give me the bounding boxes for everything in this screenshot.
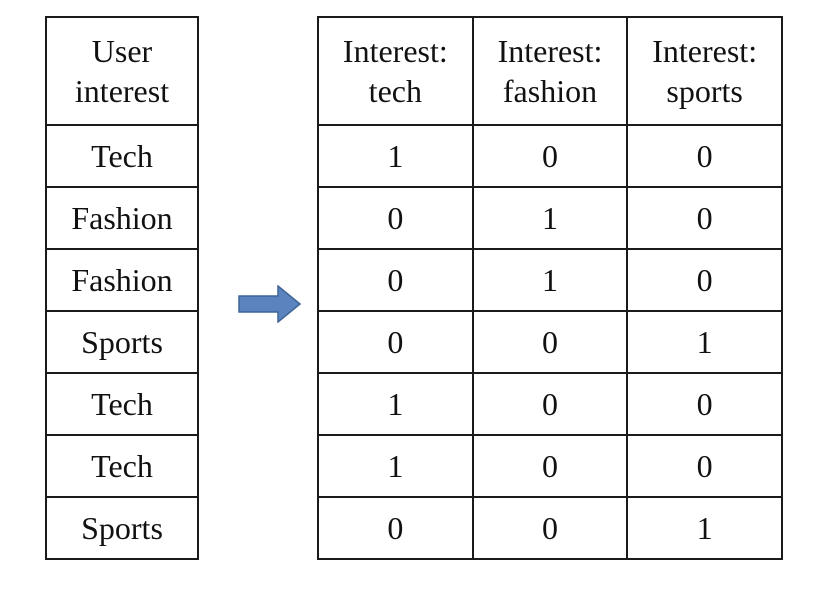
table-row: Tech bbox=[45, 434, 199, 498]
table-cell: 0 bbox=[626, 248, 783, 312]
table-cell: 0 bbox=[471, 434, 629, 498]
table-row: Sports bbox=[45, 310, 199, 374]
categorical-table: User interest Tech Fashion Fashion Sport… bbox=[45, 16, 199, 560]
header-cell: Interest: sports bbox=[626, 16, 783, 126]
table-row: Tech bbox=[45, 124, 199, 188]
header-interest-sports: Interest: sports bbox=[652, 33, 758, 109]
table-cell: Fashion bbox=[45, 248, 199, 312]
header-cell: User interest bbox=[45, 16, 199, 126]
table-cell: 0 bbox=[626, 124, 783, 188]
table-row: Fashion bbox=[45, 248, 199, 312]
header-interest-fashion: Interest: fashion bbox=[497, 33, 603, 109]
table-cell: 0 bbox=[471, 124, 629, 188]
table-cell: Tech bbox=[45, 124, 199, 188]
table-row: Tech bbox=[45, 372, 199, 436]
table-cell: 1 bbox=[317, 124, 474, 188]
table-row: Fashion bbox=[45, 186, 199, 250]
table-row: 1 0 0 bbox=[317, 372, 783, 436]
table-row: Sports bbox=[45, 496, 199, 560]
table-cell: 0 bbox=[626, 186, 783, 250]
table-cell: 1 bbox=[471, 186, 629, 250]
table-cell: 1 bbox=[626, 496, 783, 560]
table-row: 0 0 1 bbox=[317, 310, 783, 374]
table-row: 1 0 0 bbox=[317, 434, 783, 498]
table-cell: 0 bbox=[471, 372, 629, 436]
table-cell: Sports bbox=[45, 310, 199, 374]
table-cell: 0 bbox=[317, 310, 474, 374]
table-header-row: User interest bbox=[45, 16, 199, 126]
table-cell: 1 bbox=[471, 248, 629, 312]
one-hot-table: Interest: tech Interest: fashion Interes… bbox=[317, 16, 783, 560]
table-cell: 0 bbox=[317, 186, 474, 250]
table-cell: 1 bbox=[317, 372, 474, 436]
header-user-interest: User interest bbox=[74, 33, 170, 109]
header-interest-tech: Interest: tech bbox=[342, 33, 448, 109]
table-row: 0 0 1 bbox=[317, 496, 783, 560]
table-cell: Tech bbox=[45, 434, 199, 498]
table-cell: 0 bbox=[626, 372, 783, 436]
table-cell: Sports bbox=[45, 496, 199, 560]
table-cell: 0 bbox=[626, 434, 783, 498]
right-arrow-icon bbox=[238, 285, 302, 323]
table-cell: 0 bbox=[471, 496, 629, 560]
table-cell: 0 bbox=[317, 248, 474, 312]
header-cell: Interest: tech bbox=[317, 16, 474, 126]
table-cell: Fashion bbox=[45, 186, 199, 250]
table-row: 1 0 0 bbox=[317, 124, 783, 188]
arrow-shape bbox=[238, 285, 302, 323]
table-cell: 0 bbox=[471, 310, 629, 374]
table-cell: 0 bbox=[317, 496, 474, 560]
table-row: 0 1 0 bbox=[317, 186, 783, 250]
header-cell: Interest: fashion bbox=[471, 16, 629, 126]
table-row: 0 1 0 bbox=[317, 248, 783, 312]
table-header-row: Interest: tech Interest: fashion Interes… bbox=[317, 16, 783, 126]
table-cell: 1 bbox=[317, 434, 474, 498]
table-cell: Tech bbox=[45, 372, 199, 436]
table-cell: 1 bbox=[626, 310, 783, 374]
